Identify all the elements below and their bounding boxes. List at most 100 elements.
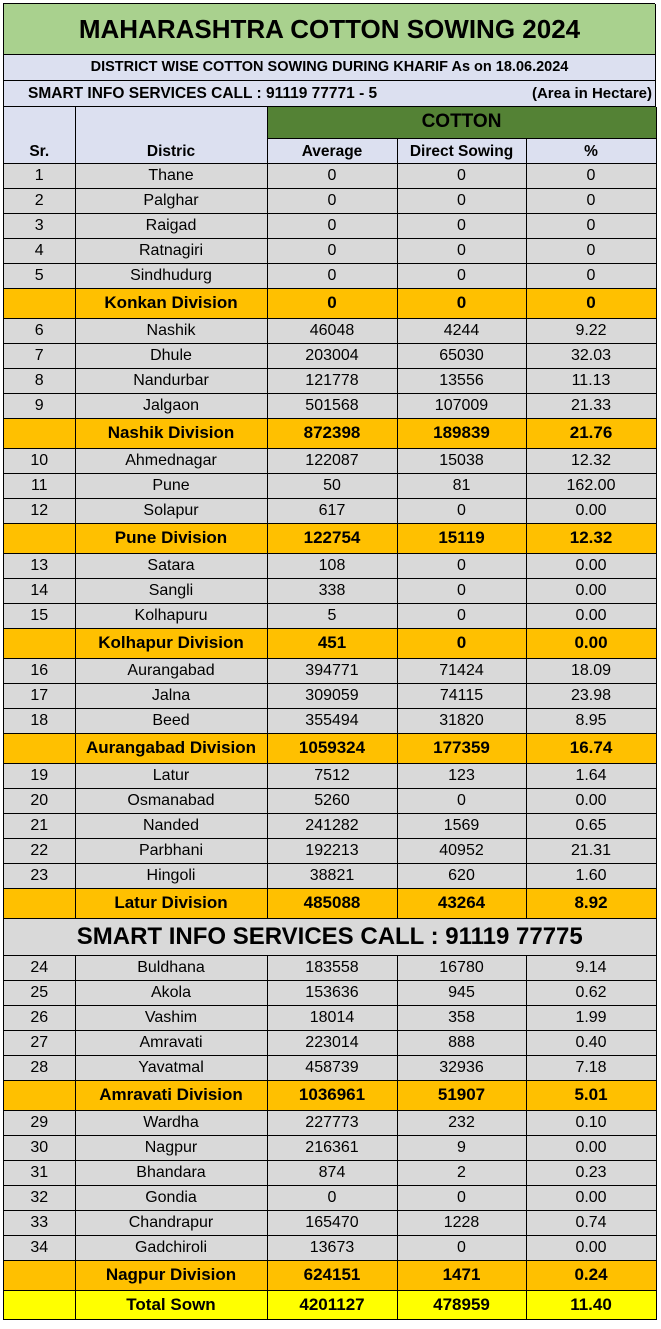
division-name: Latur Division — [75, 888, 268, 919]
division-name: Nagpur Division — [75, 1260, 268, 1291]
division-row: Amravati Division 1036961 51907 5.01 — [4, 1080, 657, 1111]
district-sr: 13 — [4, 553, 76, 579]
district-average: 501568 — [267, 393, 398, 419]
info-bar: SMART INFO SERVICES CALL : 91119 77771 -… — [4, 81, 656, 107]
district-row: 21 Nanded 241282 1569 0.65 — [4, 813, 657, 839]
mid-banner: SMART INFO SERVICES CALL : 91119 77775 — [4, 918, 657, 956]
info-unit: (Area in Hectare) — [531, 85, 652, 102]
district-sr: 29 — [4, 1110, 76, 1136]
district-average: 0 — [267, 163, 398, 189]
division-average: 451 — [267, 628, 398, 659]
district-direct: 13556 — [397, 368, 527, 394]
district-row: 30 Nagpur 216361 9 0.00 — [4, 1135, 657, 1161]
district-name: Jalna — [75, 683, 268, 709]
district-average: 153636 — [267, 980, 398, 1006]
district-row: 1 Thane 0 0 0 — [4, 163, 657, 189]
district-direct: 1569 — [397, 813, 527, 839]
division-name: Aurangabad Division — [75, 733, 268, 764]
total-section: Total Sown 4201127 478959 11.40 — [4, 1290, 657, 1320]
col-header-district: Distric — [75, 107, 268, 164]
district-sr: 18 — [4, 708, 76, 734]
district-average: 122087 — [267, 448, 398, 474]
mid-banner-section: SMART INFO SERVICES CALL : 91119 77775 — [4, 918, 657, 956]
district-percent: 0 — [526, 238, 657, 264]
district-sr: 33 — [4, 1210, 76, 1236]
district-name: Akola — [75, 980, 268, 1006]
district-percent: 0 — [526, 188, 657, 214]
district-average: 223014 — [267, 1030, 398, 1056]
district-average: 203004 — [267, 343, 398, 369]
district-average: 617 — [267, 498, 398, 524]
district-average: 216361 — [267, 1135, 398, 1161]
table-header: Sr. Distric COTTON Average Direct Sowing… — [4, 107, 657, 164]
division-percent: 8.92 — [526, 888, 657, 919]
district-direct: 40952 — [397, 838, 527, 864]
district-percent: 12.32 — [526, 448, 657, 474]
district-direct: 0 — [397, 163, 527, 189]
district-sr: 22 — [4, 838, 76, 864]
district-name: Buldhana — [75, 955, 268, 981]
district-name: Parbhani — [75, 838, 268, 864]
division-direct: 0 — [397, 288, 527, 319]
district-row: 11 Pune 50 81 162.00 — [4, 473, 657, 499]
district-sr: 21 — [4, 813, 76, 839]
district-direct: 945 — [397, 980, 527, 1006]
district-percent: 1.60 — [526, 863, 657, 889]
col-header-percent: % — [526, 138, 657, 164]
district-row: 18 Beed 355494 31820 8.95 — [4, 708, 657, 734]
division-direct: 1471 — [397, 1260, 527, 1291]
district-sr: 1 — [4, 163, 76, 189]
district-row: 29 Wardha 227773 232 0.10 — [4, 1110, 657, 1136]
division-direct: 43264 — [397, 888, 527, 919]
district-sr: 26 — [4, 1005, 76, 1031]
district-percent: 0.00 — [526, 1185, 657, 1211]
district-direct: 107009 — [397, 393, 527, 419]
division-name: Pune Division — [75, 523, 268, 554]
district-percent: 8.95 — [526, 708, 657, 734]
total-direct: 478959 — [397, 1290, 527, 1320]
district-percent: 32.03 — [526, 343, 657, 369]
district-row: 7 Dhule 203004 65030 32.03 — [4, 343, 657, 369]
district-direct: 0 — [397, 578, 527, 604]
district-row: 31 Bhandara 874 2 0.23 — [4, 1160, 657, 1186]
district-percent: 9.14 — [526, 955, 657, 981]
district-percent: 18.09 — [526, 658, 657, 684]
district-row: 34 Gadchiroli 13673 0 0.00 — [4, 1235, 657, 1261]
division-average: 872398 — [267, 418, 398, 449]
district-row: 13 Satara 108 0 0.00 — [4, 553, 657, 579]
division-average: 0 — [267, 288, 398, 319]
district-percent: 21.31 — [526, 838, 657, 864]
district-sr: 24 — [4, 955, 76, 981]
district-direct: 0 — [397, 553, 527, 579]
district-average: 394771 — [267, 658, 398, 684]
division-row: Pune Division 122754 15119 12.32 — [4, 523, 657, 554]
division-percent: 16.74 — [526, 733, 657, 764]
division-name: Nashik Division — [75, 418, 268, 449]
district-average: 50 — [267, 473, 398, 499]
district-percent: 0.65 — [526, 813, 657, 839]
district-row: 20 Osmanabad 5260 0 0.00 — [4, 788, 657, 814]
district-direct: 81 — [397, 473, 527, 499]
district-direct: 358 — [397, 1005, 527, 1031]
district-sr: 32 — [4, 1185, 76, 1211]
district-sr: 23 — [4, 863, 76, 889]
district-average: 227773 — [267, 1110, 398, 1136]
district-direct: 123 — [397, 763, 527, 789]
col-header-sr: Sr. — [4, 107, 76, 164]
district-name: Osmanabad — [75, 788, 268, 814]
district-direct: 232 — [397, 1110, 527, 1136]
district-name: Nagpur — [75, 1135, 268, 1161]
district-row: 9 Jalgaon 501568 107009 21.33 — [4, 393, 657, 419]
district-percent: 0.62 — [526, 980, 657, 1006]
district-row: 28 Yavatmal 458739 32936 7.18 — [4, 1055, 657, 1081]
district-sr: 17 — [4, 683, 76, 709]
district-sr: 15 — [4, 603, 76, 629]
district-direct: 0 — [397, 603, 527, 629]
district-average: 0 — [267, 188, 398, 214]
district-row: 6 Nashik 46048 4244 9.22 — [4, 318, 657, 344]
district-sr: 19 — [4, 763, 76, 789]
district-percent: 0.74 — [526, 1210, 657, 1236]
district-name: Raigad — [75, 213, 268, 239]
district-sr: 2 — [4, 188, 76, 214]
division-direct: 0 — [397, 628, 527, 659]
